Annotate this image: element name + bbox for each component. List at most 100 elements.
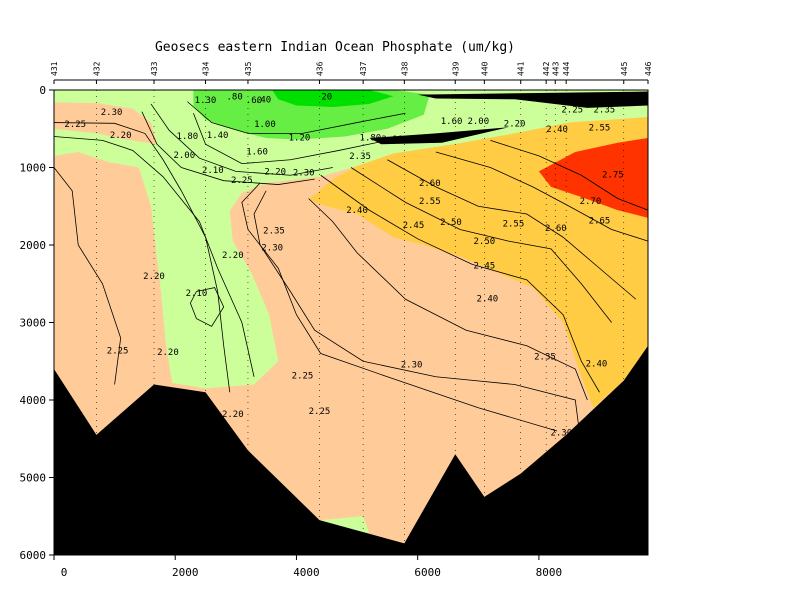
contour-label: 2.10 [202,166,224,176]
y-axis: 0 1000 2000 3000 4000 5000 6000 [20,84,54,562]
contour-label: 2.25 [107,347,129,357]
contour-label: 2.00 [467,117,489,127]
contour-label: 2.20 [222,251,244,261]
contour-label: 2.25 [561,105,583,115]
contour-line-15 [189,287,225,327]
y-tick-label: 4000 [20,394,47,407]
contour-label: 2.20 [222,410,244,420]
station-label: 439 [451,61,460,76]
contour-label: 2.30 [293,168,315,178]
contour-label: 2.25 [309,407,331,417]
station-label: 441 [517,61,526,76]
x-tick-label: 4000 [293,566,320,579]
contour-label: .40 [255,95,271,105]
contour-label: 2.60 [545,224,567,234]
contour-line-13 [141,111,315,185]
contour-label: .80 [226,92,242,102]
contour-line-14 [53,167,122,385]
station-label: 446 [644,61,653,76]
contour-label: 2.60 [419,179,441,189]
contour-label: 1.20 [289,133,311,143]
x-tick-label: 8000 [536,566,563,579]
contour-line-2 [253,190,582,447]
contour-label: 2.50 [474,237,496,247]
chart-title: Geosecs eastern Indian Ocean Phosphate (… [155,40,515,55]
station-label: 432 [92,61,101,76]
contour-label: 20 [321,92,332,102]
contour-label: 2.35 [349,152,371,162]
station-label: 433 [150,61,159,76]
x-tick-label: 2000 [172,566,199,579]
contour-line-0 [53,122,231,393]
contour-label: 2.30 [401,360,423,370]
contour-label: 2.40 [546,125,568,135]
contour-line-8 [435,151,649,242]
contour-label: 1.40 [207,131,229,141]
station-label: 444 [562,61,571,76]
contour-label: 2.20 [264,167,286,177]
x-axis: 0 2000 4000 6000 8000 [53,555,563,579]
contour-label: 2.30 [550,429,572,439]
contour-label: 2.20 [110,131,132,141]
station-label: 436 [315,61,324,76]
contour-line-6 [350,167,612,323]
contour-label: 2.40 [586,360,608,370]
contour-label: 2.55 [503,219,525,229]
y-tick-label: 2000 [20,239,47,252]
contour-label: 2.40 [346,206,368,216]
contour-label: 2.25 [292,371,314,381]
fill-region-6 [538,138,648,218]
contour-label: 2.10 [381,135,403,145]
contour-label: 2.20 [157,348,179,358]
station-axis: 431 432 433 434 435 436 437 438 439 440 441 442 443 4… [50,61,653,84]
contour-label: 1.00 [254,120,276,130]
y-tick-label: 3000 [20,317,47,330]
contour-label: 2.25 [231,176,253,186]
contour-label: 2.00 [173,151,195,161]
contour-label-group: 20.40.60.801.301.001.201.401.601.80 1.802… [64,92,627,438]
station-label: 442 [542,61,551,76]
seafloor [54,345,648,555]
contour-label: 2.40 [477,295,499,305]
contour-label: 2.55 [589,123,611,133]
contour-line-10 [193,113,388,165]
station-label: 435 [244,61,253,76]
contour-label: 2.10 [186,289,208,299]
contour-line-11 [187,101,406,134]
contour-label: 2.35 [263,226,285,236]
surface-dark-band [417,91,648,108]
contour-line-3 [241,182,558,432]
contour-label: 2.45 [474,261,496,271]
contour-line-5 [320,174,600,393]
station-label: 434 [202,61,211,76]
contour-label: 2.20 [606,403,628,413]
y-tick-label: 5000 [20,472,47,485]
contour-label: 1.60 [246,147,268,157]
contour-line-9 [490,139,649,211]
contour-label: 1.30 [195,96,217,106]
contour-label: 2.25 [64,120,86,130]
fill-region-1 [54,90,648,389]
nutricline-dark-band [369,127,509,145]
contour-label: 1.60 [441,117,463,127]
contour-label: 1.80 [177,132,199,142]
contour-label: 2.75 [602,171,624,181]
contour-label: 2.70 [580,197,602,207]
x-tick-label: 6000 [414,566,441,579]
contour-line-7 [387,159,637,300]
fill-region-7 [319,516,370,534]
contour-label: 2.65 [589,216,611,226]
station-label: 437 [359,61,368,76]
contour-line-4 [308,198,588,401]
contour-lines [53,91,649,447]
contour-label: 1.80 [360,133,382,143]
seafloor-bathymetry [54,345,648,555]
contour-label: 2.20 [504,119,526,129]
contour-label: 2.30 [101,108,123,118]
station-label: 438 [400,61,409,76]
contour-label: 2.35 [534,353,556,363]
station-label: 431 [50,61,59,76]
contour-label: .60 [246,96,262,106]
station-label: 440 [480,61,489,76]
